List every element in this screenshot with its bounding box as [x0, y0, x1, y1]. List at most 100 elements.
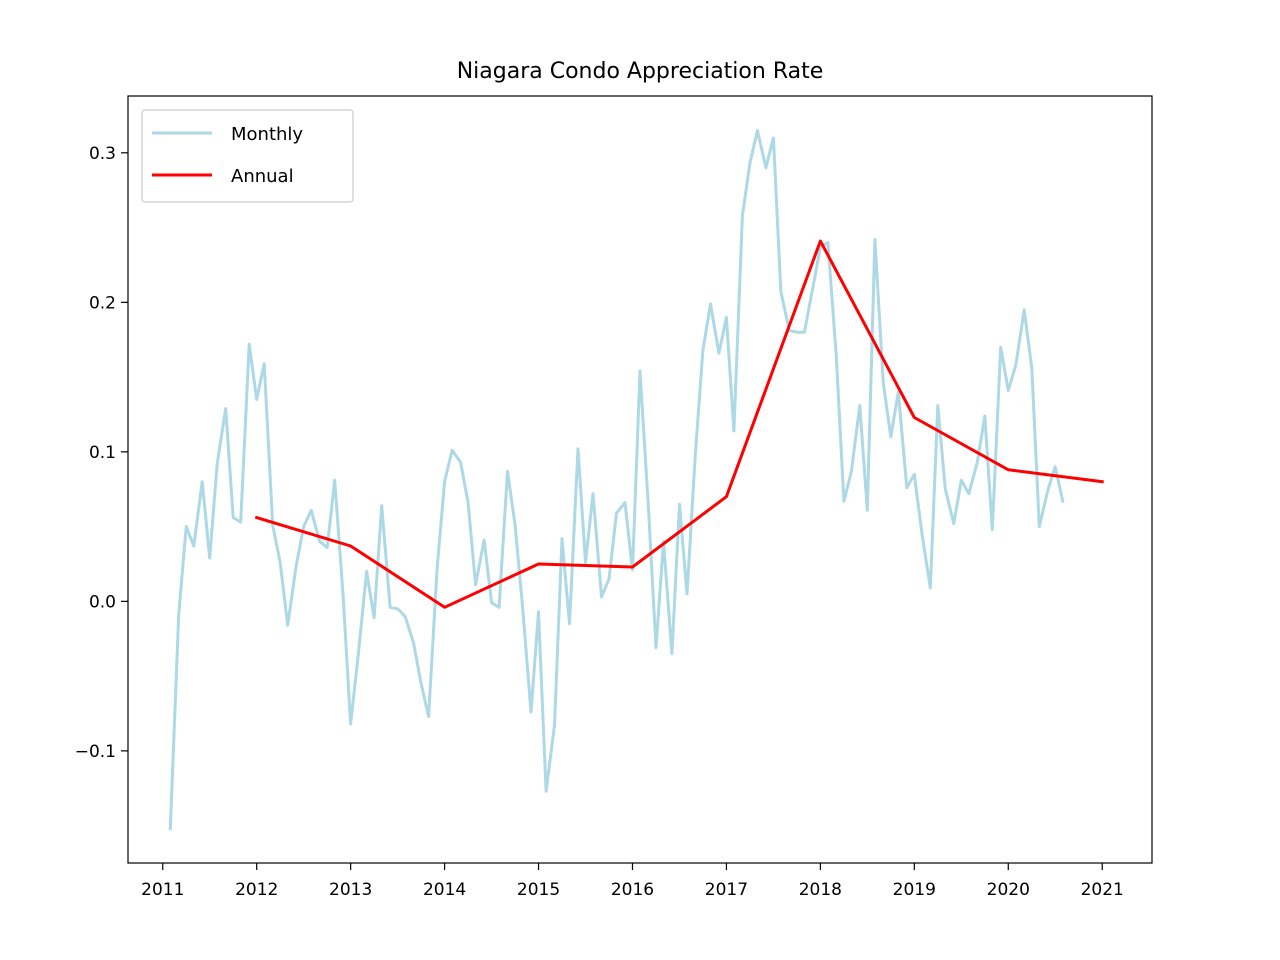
data-point-monthly	[725, 316, 728, 319]
data-point-monthly	[842, 500, 845, 503]
y-tick-label: 0.3	[89, 144, 116, 164]
data-point-monthly	[748, 162, 751, 165]
data-point-monthly	[741, 214, 744, 217]
data-point-monthly	[295, 564, 298, 567]
data-point-monthly	[467, 501, 470, 504]
y-tick-label: 0.1	[89, 443, 116, 463]
data-point-monthly	[608, 577, 611, 580]
data-point-monthly	[177, 613, 180, 616]
data-point-annual	[537, 563, 540, 566]
data-point-monthly	[826, 241, 829, 244]
x-tick-label: 2011	[141, 880, 184, 900]
data-point-monthly	[185, 525, 188, 528]
x-tick-label: 2014	[423, 880, 466, 900]
data-point-monthly	[858, 404, 861, 407]
data-point-monthly	[952, 522, 955, 525]
data-point-monthly	[882, 382, 885, 385]
series-line-annual	[254, 239, 1104, 609]
data-point-monthly	[709, 302, 712, 305]
series-line-monthly	[168, 128, 1065, 831]
data-point-monthly	[678, 503, 681, 506]
data-point-monthly	[263, 362, 266, 365]
data-point-monthly	[670, 652, 673, 655]
legend-label-annual: Annual	[231, 166, 294, 187]
legend-label-monthly: Monthly	[231, 124, 303, 145]
data-point-annual	[349, 545, 352, 548]
data-point-monthly	[803, 331, 806, 334]
data-point-monthly	[584, 561, 587, 564]
data-point-monthly	[248, 343, 251, 346]
data-point-annual	[725, 495, 728, 498]
data-point-monthly	[436, 567, 439, 570]
data-point-monthly	[521, 606, 524, 609]
data-point-monthly	[732, 429, 735, 432]
data-point-monthly	[1046, 489, 1049, 492]
data-point-monthly	[389, 606, 392, 609]
data-point-monthly	[905, 486, 908, 489]
series-points-annual	[255, 240, 1103, 609]
data-point-monthly	[380, 504, 383, 507]
data-point-monthly	[530, 711, 533, 714]
data-point-monthly	[1054, 465, 1057, 468]
data-point-monthly	[208, 557, 211, 560]
data-point-monthly	[756, 129, 759, 132]
y-tick-label: 0.2	[89, 293, 116, 313]
data-point-monthly	[811, 286, 814, 289]
y-axis: −0.1 0.0 0.1 0.2 0.3	[75, 144, 128, 762]
data-point-monthly	[795, 331, 798, 334]
data-point-monthly	[216, 462, 219, 465]
y-tick-label: −0.1	[75, 742, 116, 762]
data-point-annual	[913, 416, 916, 419]
data-point-monthly	[239, 521, 242, 524]
data-point-monthly	[920, 531, 923, 534]
data-point-monthly	[647, 507, 650, 510]
data-point-monthly	[318, 540, 321, 543]
x-tick-label: 2017	[705, 880, 748, 900]
x-tick-label: 2018	[799, 880, 842, 900]
data-point-monthly	[451, 449, 454, 452]
data-point-monthly	[1030, 367, 1033, 370]
x-tick-label: 2013	[329, 880, 372, 900]
data-point-monthly	[701, 349, 704, 352]
data-point-monthly	[772, 136, 775, 139]
data-point-monthly	[443, 480, 446, 483]
data-point-monthly	[396, 607, 399, 610]
data-point-monthly	[655, 646, 658, 649]
data-point-monthly	[889, 435, 892, 438]
data-point-monthly	[779, 290, 782, 293]
data-point-monthly	[545, 790, 548, 793]
data-point-monthly	[310, 509, 313, 512]
data-point-annual	[631, 566, 634, 569]
data-point-monthly	[936, 404, 939, 407]
data-point-monthly	[412, 642, 415, 645]
data-point-monthly	[615, 512, 618, 515]
x-tick-label: 2019	[893, 880, 936, 900]
data-point-monthly	[1014, 364, 1017, 367]
x-tick-label: 2012	[235, 880, 278, 900]
data-point-monthly	[624, 501, 627, 504]
data-point-monthly	[279, 561, 282, 564]
data-point-monthly	[835, 355, 838, 358]
data-point-monthly	[999, 346, 1002, 349]
x-tick-label: 2020	[987, 880, 1030, 900]
x-tick-label: 2021	[1081, 880, 1124, 900]
data-point-monthly	[929, 586, 932, 589]
data-point-monthly	[420, 682, 423, 685]
data-point-monthly	[169, 827, 172, 830]
data-point-monthly	[201, 480, 204, 483]
plot-area	[127, 95, 1153, 864]
x-axis: 2011 2012 2013 2014 2015 2016 2017 2018 2019 2020…	[141, 863, 1124, 900]
data-point-monthly	[991, 528, 994, 531]
data-point-monthly	[342, 594, 345, 597]
data-point-monthly	[498, 606, 501, 609]
data-point-monthly	[483, 539, 486, 542]
data-point-monthly	[850, 470, 853, 473]
data-point-monthly	[944, 488, 947, 491]
data-point-monthly	[873, 238, 876, 241]
data-point-monthly	[490, 601, 493, 604]
axes-frame	[127, 95, 1153, 864]
data-point-annual	[819, 240, 822, 243]
chart-title: Niagara Condo Appreciation Rate	[457, 59, 824, 84]
data-point-monthly	[404, 615, 407, 618]
